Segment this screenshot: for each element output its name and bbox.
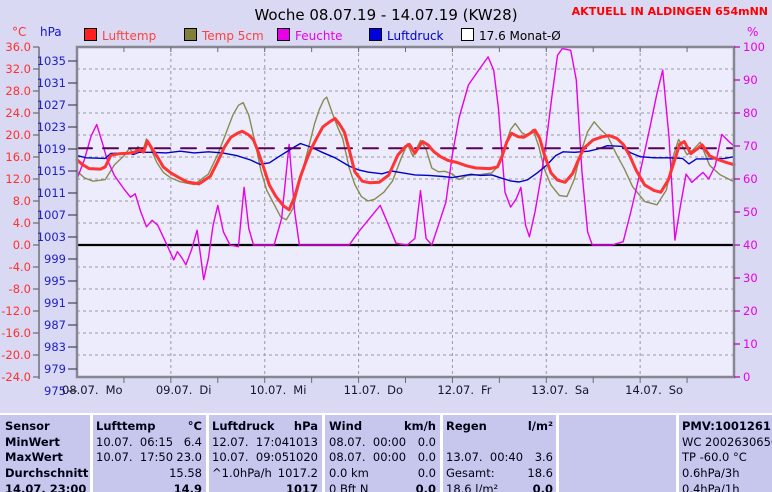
temp-axis-tick-label: 4.0 (13, 216, 31, 230)
x-axis-day-label: 12.07.Fr (437, 383, 491, 397)
temp-axis-tick-label: 28.0 (5, 84, 31, 98)
table-cell-value: 1017.2 (248, 466, 318, 480)
table-cell-text: 0.4hPa/1h (682, 482, 740, 492)
table-column-separator (440, 415, 443, 492)
table-column-separator (90, 415, 93, 492)
table-cell-text: TP -60.0 °C (682, 450, 747, 464)
humidity-axis-tick-label: 20 (743, 304, 758, 318)
table-cell-value: 0.0 (366, 466, 436, 480)
temp-axis-tick-label: 12.0 (5, 172, 31, 186)
humidity-axis-tick-label: 50 (743, 205, 758, 219)
pressure-axis-tick-label: 999 (44, 252, 66, 266)
table-column-unit: hPa (248, 419, 318, 433)
x-axis-day-label: 10.07.Mi (250, 383, 307, 397)
pressure-axis-tick-label: 1015 (37, 164, 66, 178)
table-column-separator (556, 415, 559, 492)
pressure-axis-tick-label: 983 (44, 340, 66, 354)
pressure-axis-tick-label: 1011 (37, 186, 66, 200)
pressure-axis-tick-label: 1027 (37, 98, 66, 112)
table-column-separator (676, 415, 679, 492)
temp-axis-tick-label: 16.0 (5, 150, 31, 164)
table-row-label: 14.07. 23:00 (5, 482, 86, 492)
humidity-axis-tick-label: 70 (743, 139, 758, 153)
temp-axis-tick-label: 20.0 (5, 128, 31, 142)
pressure-axis-tick-label: 1003 (37, 230, 66, 244)
pressure-axis-tick-label: 991 (44, 296, 66, 310)
x-axis-day-label: 14.07.So (625, 383, 683, 397)
temp-axis-tick-label: -20.0 (1, 348, 31, 362)
temp-axis-tick-label: -4.0 (9, 260, 31, 274)
table-column-separator (206, 415, 209, 492)
table-cell-value: 1017 (248, 482, 318, 492)
x-axis-day-label: 13.07.Sa (531, 383, 589, 397)
humidity-axis-tick-label: 10 (743, 337, 758, 351)
table-row-label: Sensor (5, 419, 50, 433)
x-axis-day-label: 08.07.Mo (62, 383, 123, 397)
temp-axis-tick-label: 8.0 (13, 194, 31, 208)
pressure-axis-tick-label: 1023 (37, 120, 66, 134)
weather-week-chart: 36.0 32.0 28.0 24.0 20.0 16.0 12.0 8.0 4.0 0.0 -4.… (0, 0, 772, 413)
table-cell-value: 3.6 (483, 450, 553, 464)
pressure-axis-tick-label: 979 (44, 362, 66, 376)
humidity-axis-tick-label: 30 (743, 271, 758, 285)
humidity-axis-tick-label: 40 (743, 238, 758, 252)
pressure-axis-tick-label: 1019 (37, 142, 66, 156)
pressure-axis-tick-label: 1007 (37, 208, 66, 222)
temp-axis-tick-label: 0.0 (13, 238, 31, 252)
table-cell-text: 0 Bft N (329, 482, 368, 492)
table-column-separator (322, 415, 325, 492)
humidity-axis-tick-label: 80 (743, 106, 758, 120)
table-cell-value: 0.0 (366, 450, 436, 464)
temp-axis-tick-label: -16.0 (1, 326, 31, 340)
humidity-axis-tick-label: 100 (743, 40, 765, 54)
pressure-axis-tick-label: 1031 (37, 76, 66, 90)
x-axis-day-label: 09.07.Di (156, 383, 212, 397)
table-row-label: MinWert (5, 435, 60, 449)
table-cell-text: WC 2002630656 (682, 435, 772, 449)
table-cell-value: 0.0 (366, 482, 436, 492)
table-row-label: Durchschnitt (5, 466, 88, 480)
plot-area (77, 47, 734, 377)
humidity-axis-tick-label: 90 (743, 73, 758, 87)
table-cell-value: 15.58 (132, 466, 202, 480)
temp-axis-tick-label: -8.0 (9, 282, 31, 296)
table-column-unit: l/m² (483, 419, 553, 433)
pressure-axis-tick-label: 1035 (37, 54, 66, 68)
humidity-axis-tick-label: 0 (743, 370, 750, 384)
table-column-header: Wind (329, 419, 362, 433)
table-cell-value: 14.9 (132, 482, 202, 492)
table-cell-value: 18.6 (483, 466, 553, 480)
x-axis-day-label: 11.07.Do (344, 383, 403, 397)
table-cell-value: 1013 (248, 435, 318, 449)
table-cell-text: 0.0 km (329, 466, 369, 480)
temp-axis-tick-label: -12.0 (1, 304, 31, 318)
pressure-axis-tick-label: 995 (44, 274, 66, 288)
table-cell-value: 1020 (248, 450, 318, 464)
temp-axis-tick-label: 24.0 (5, 106, 31, 120)
table-column-header: Regen (446, 419, 487, 433)
table-cell-value: 0.0 (483, 482, 553, 492)
table-column-header: PMV:1001261 (682, 419, 771, 433)
table-cell-text: 0.6hPa/3h (682, 466, 740, 480)
table-cell-value: 0.0 (366, 435, 436, 449)
humidity-axis-tick-label: 60 (743, 172, 758, 186)
table-cell-value: 6.4 (132, 435, 202, 449)
table-column-unit: km/h (366, 419, 436, 433)
table-column-unit: °C (132, 419, 202, 433)
temp-axis-tick-label: 32.0 (5, 62, 31, 76)
pressure-axis-tick-label: 987 (44, 318, 66, 332)
temp-axis-tick-label: -24.0 (1, 370, 31, 384)
table-row-label: MaxWert (5, 450, 63, 464)
temp-axis-tick-label: 36.0 (5, 40, 31, 54)
table-cell-value: 23.0 (132, 450, 202, 464)
